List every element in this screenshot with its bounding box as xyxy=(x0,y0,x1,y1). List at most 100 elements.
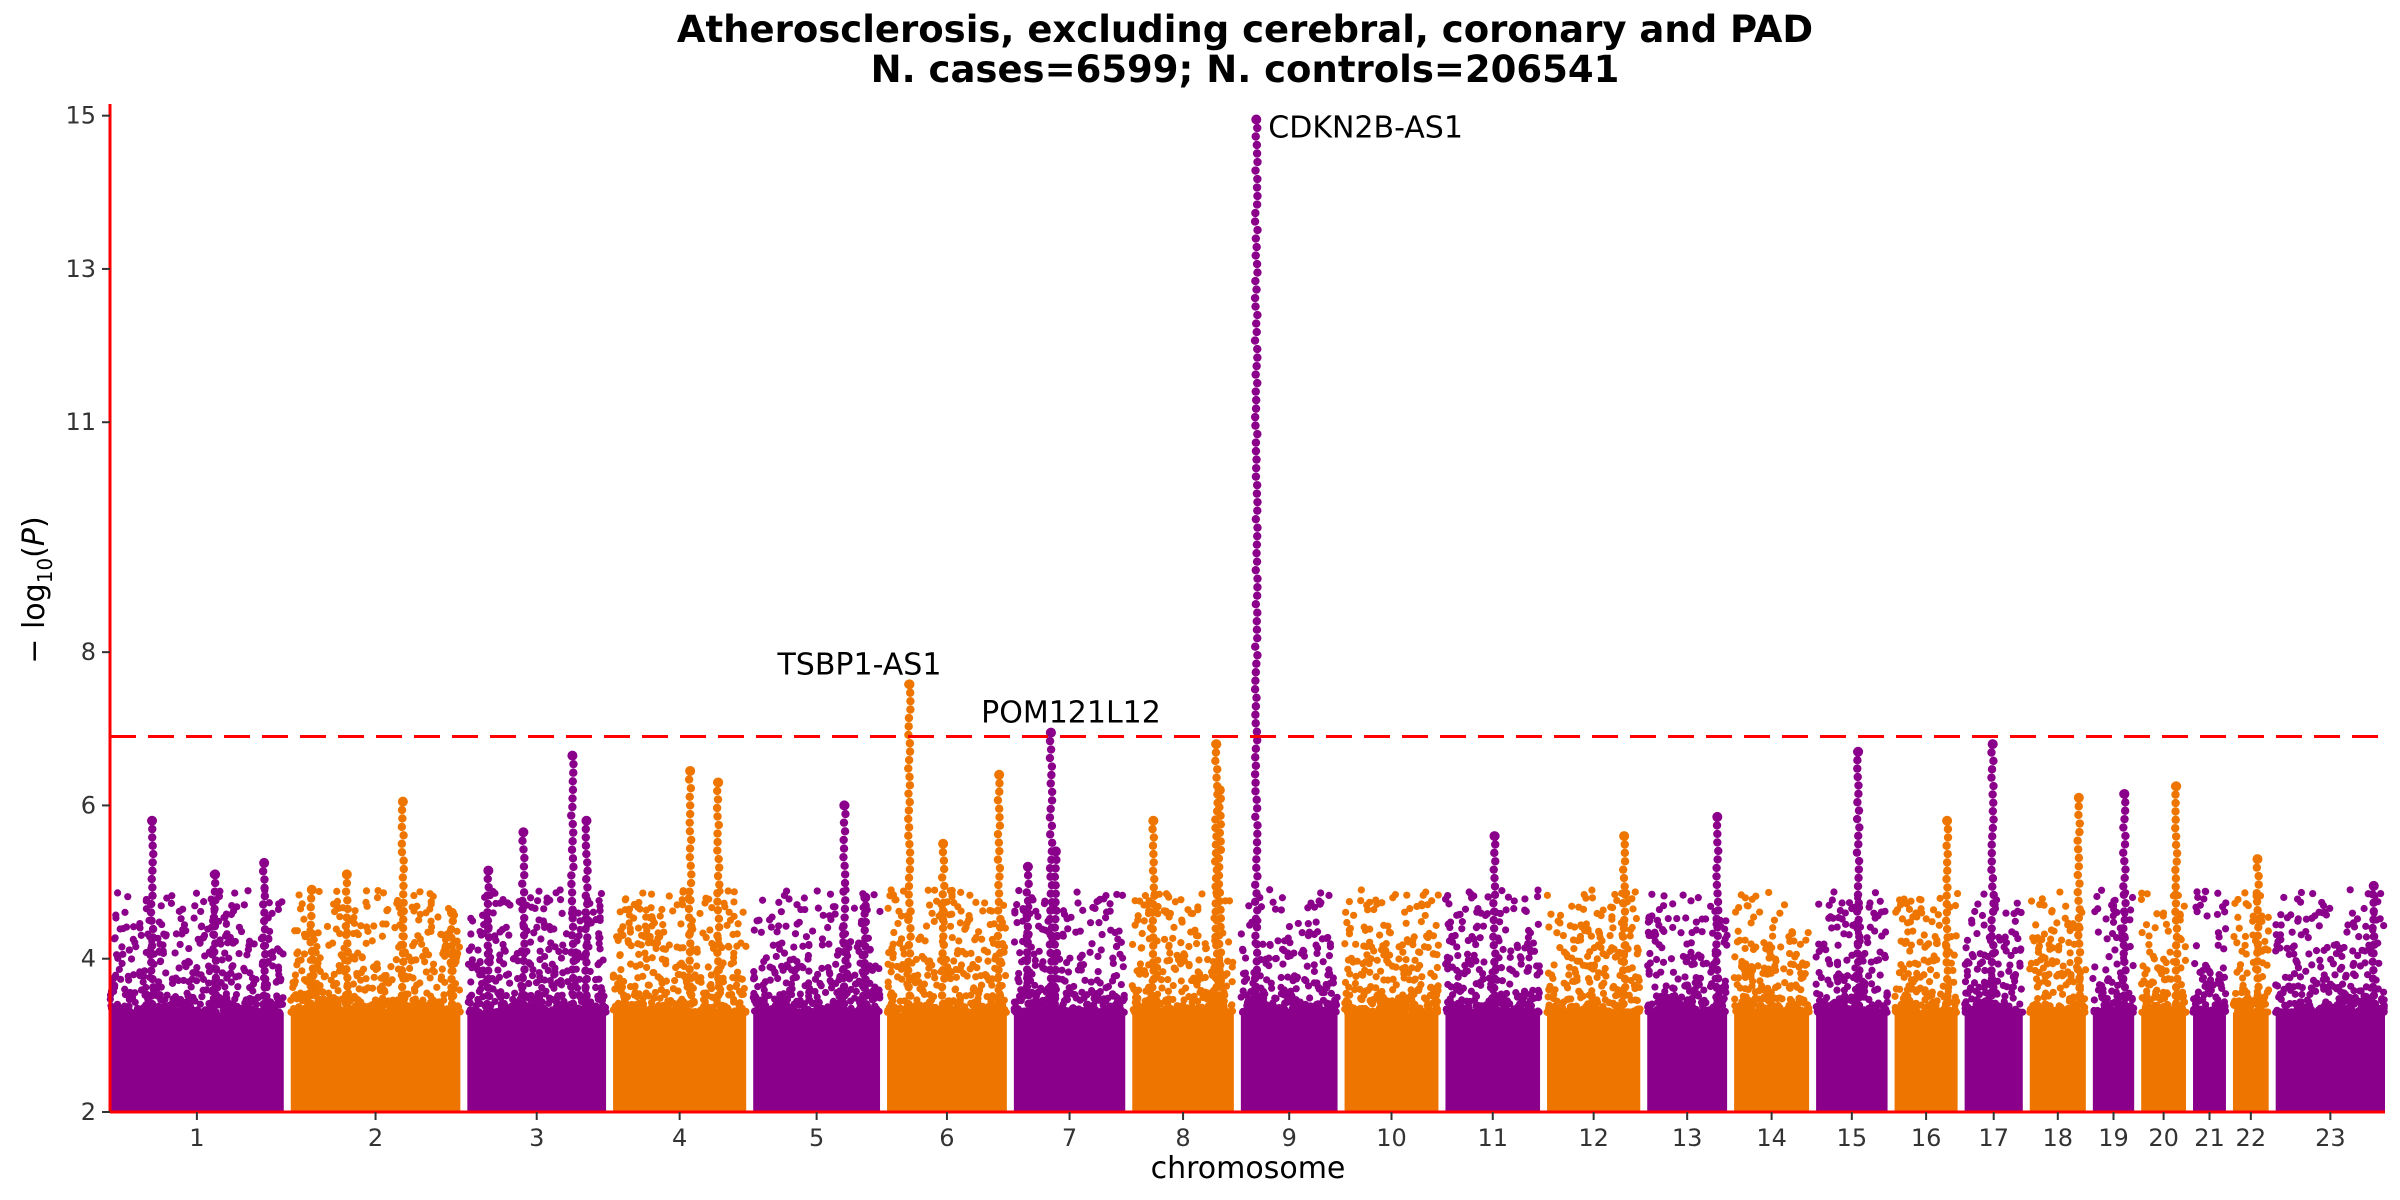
snp-point xyxy=(1569,977,1577,985)
snp-point xyxy=(419,996,427,1004)
snp-point xyxy=(1269,898,1277,906)
snp-point xyxy=(824,923,832,932)
snp-point xyxy=(797,905,805,914)
snp-point xyxy=(1139,1005,1147,1013)
snp-point xyxy=(189,1007,197,1015)
snp-point xyxy=(1521,895,1529,903)
snp-point xyxy=(410,891,418,900)
snp-point xyxy=(1035,947,1043,955)
snp-point xyxy=(1011,909,1019,917)
snp-point xyxy=(1609,984,1617,992)
snp-point xyxy=(276,1001,284,1009)
snp-point xyxy=(1393,998,1401,1006)
snp-point xyxy=(126,988,134,997)
snp-point xyxy=(1441,895,1450,903)
snp-point xyxy=(592,916,600,924)
snp-point xyxy=(847,1004,855,1012)
snp-point xyxy=(231,937,239,946)
snp-point xyxy=(426,890,434,898)
snp-point xyxy=(354,931,362,939)
snp-point xyxy=(721,1002,729,1010)
snp-point xyxy=(647,999,656,1007)
snp-point xyxy=(1389,894,1397,902)
snp-point xyxy=(1403,891,1411,899)
snp-point xyxy=(1090,990,1098,998)
snp-point xyxy=(197,907,205,916)
snp-point xyxy=(222,919,231,928)
snp-point xyxy=(1300,952,1309,960)
snp-point xyxy=(1370,947,1378,955)
snp-point xyxy=(760,1008,768,1016)
snp-point xyxy=(273,992,281,1000)
snp-point xyxy=(377,1008,385,1016)
snp-point xyxy=(1413,902,1421,911)
snp-point xyxy=(1351,986,1359,994)
snp-point xyxy=(228,901,236,910)
snp-point xyxy=(440,991,448,999)
snp-point xyxy=(1097,946,1105,954)
snp-point xyxy=(733,942,741,950)
snp-point xyxy=(897,935,906,943)
snp-point xyxy=(421,958,429,966)
snp-point xyxy=(981,899,989,907)
snp-point xyxy=(1166,949,1174,957)
snp-point xyxy=(1417,918,1425,926)
snp-point xyxy=(730,898,738,906)
snp-point xyxy=(472,1008,481,1016)
snp-point xyxy=(652,944,660,953)
snp-point xyxy=(1588,987,1596,995)
snp-point xyxy=(1677,929,1685,937)
snp-point xyxy=(1389,1008,1397,1016)
snp-point xyxy=(770,1008,779,1016)
snp-point xyxy=(928,909,936,917)
snp-point xyxy=(1590,961,1599,969)
snp-point xyxy=(1633,1008,1641,1016)
snp-point xyxy=(1506,980,1514,988)
snp-point xyxy=(1177,896,1185,904)
snp-point xyxy=(476,999,484,1008)
snp-point xyxy=(243,1008,251,1016)
snp-point xyxy=(404,990,412,998)
snp-point xyxy=(222,990,230,998)
snp-point xyxy=(659,921,667,929)
snp-point xyxy=(1610,1001,1618,1009)
snp-point xyxy=(117,975,125,983)
snp-point xyxy=(1239,970,1248,978)
snp-point xyxy=(354,996,362,1004)
snp-point xyxy=(526,938,535,946)
snp-point xyxy=(1358,995,1366,1004)
snp-point xyxy=(1038,1003,1046,1011)
snp-point xyxy=(1271,905,1280,913)
snp-point xyxy=(1094,952,1102,960)
snp-point xyxy=(1400,1008,1409,1016)
snp-point xyxy=(926,1000,934,1009)
snp-point xyxy=(224,1008,233,1016)
snp-point xyxy=(773,928,781,936)
snp-point xyxy=(1526,945,1534,953)
snp-point xyxy=(1064,925,1072,933)
snp-point xyxy=(1137,944,1145,952)
snp-point xyxy=(383,1008,391,1016)
snp-point xyxy=(951,985,960,993)
snp-point xyxy=(1560,948,1568,956)
snp-point xyxy=(1162,890,1170,898)
snp-point xyxy=(821,988,830,997)
snp-point xyxy=(1242,1007,1251,1015)
snp-point xyxy=(1552,1007,1560,1016)
snp-point xyxy=(1579,905,1588,913)
snp-point xyxy=(790,943,798,951)
snp-point xyxy=(574,949,582,957)
snp-point xyxy=(1599,989,1608,998)
snp-point xyxy=(1351,979,1359,988)
snp-point xyxy=(1138,929,1146,938)
snp-point xyxy=(832,960,840,968)
snp-point xyxy=(1059,1000,1067,1008)
snp-point xyxy=(1605,1008,1613,1016)
snp-point xyxy=(609,971,618,979)
snp-point xyxy=(1373,956,1381,964)
snp-point xyxy=(1660,927,1668,936)
snp-point xyxy=(125,1008,133,1016)
snp-point xyxy=(1066,954,1074,962)
snp-point xyxy=(300,950,309,958)
snp-point xyxy=(1780,965,1788,973)
